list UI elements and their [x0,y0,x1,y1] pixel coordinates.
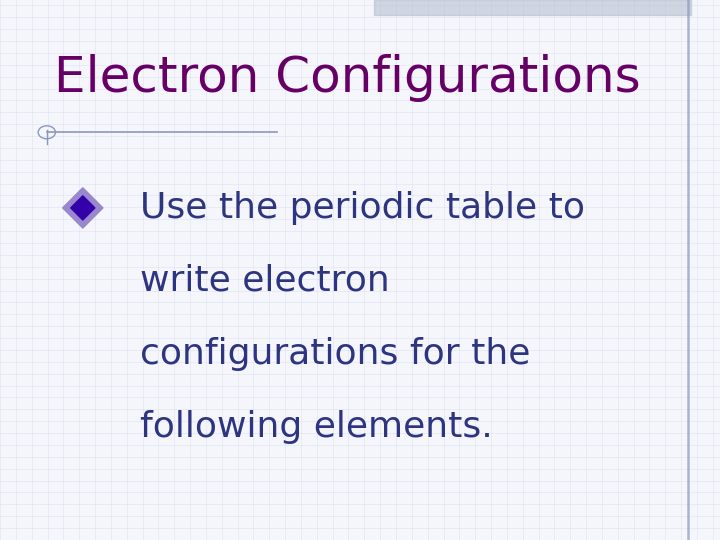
Text: following elements.: following elements. [140,410,493,443]
Bar [374,0,691,15]
Polygon shape [63,188,103,228]
Text: Electron Configurations: Electron Configurations [54,55,641,102]
Text: configurations for the: configurations for the [140,337,531,370]
Text: write electron: write electron [140,264,390,298]
Text: Use the periodic table to: Use the periodic table to [140,191,585,225]
Polygon shape [71,196,95,220]
